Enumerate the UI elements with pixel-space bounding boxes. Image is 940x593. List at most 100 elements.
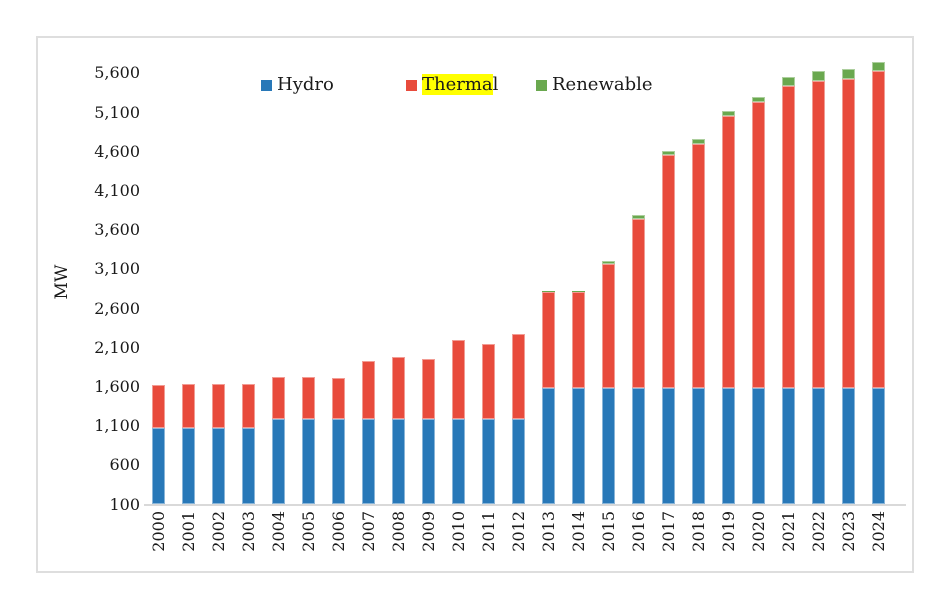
y-tick-label: 600	[109, 455, 140, 475]
bar-segment-hydro-2022	[812, 387, 825, 504]
x-tick-label-2007: 2007	[358, 511, 378, 552]
bar-segment-hydro-2007	[362, 419, 375, 504]
legend-item-renewable: Renewable	[536, 74, 653, 96]
y-tick-label: 5,600	[94, 63, 140, 83]
bar-segment-thermal-2013	[542, 291, 555, 388]
x-tick-label-2018: 2018	[688, 511, 708, 552]
bar-segment-renewable-2015	[602, 260, 615, 265]
bar-segment-hydro-2013	[542, 387, 555, 504]
x-tick-label-2010: 2010	[448, 511, 468, 552]
bar-segment-renewable-2020	[752, 97, 765, 103]
y-tick-label: 4,100	[94, 180, 140, 200]
bar-segment-thermal-2008	[392, 357, 405, 420]
bar-segment-hydro-2005	[302, 419, 315, 504]
y-tick-label: 2,100	[94, 337, 140, 357]
x-tick-label-2011: 2011	[478, 511, 498, 552]
bar-segment-thermal-2001	[182, 384, 195, 428]
x-tick-label-2014: 2014	[568, 511, 588, 552]
legend-label-thermal: Thermal	[422, 74, 499, 95]
legend-label-hydro: Hydro	[277, 74, 334, 95]
bar-segment-thermal-2023	[842, 79, 855, 388]
legend-swatch-renewable-icon	[536, 79, 547, 91]
bar-segment-hydro-2004	[272, 419, 285, 504]
bar-segment-thermal-2011	[482, 343, 495, 420]
y-tick-label: 1,600	[94, 376, 140, 396]
bar-segment-hydro-2001	[182, 427, 195, 504]
bar-segment-hydro-2010	[452, 419, 465, 504]
bar-segment-hydro-2000	[152, 427, 165, 504]
bar-segment-hydro-2017	[662, 387, 675, 504]
bar-segment-thermal-2021	[782, 86, 795, 388]
x-tick-label-2006: 2006	[328, 511, 348, 552]
bar-segment-thermal-2018	[692, 144, 705, 388]
legend-label-highlight: Therma	[422, 74, 493, 95]
chart-frame: MW 100 600 1,100 1,600 2,100 2,600 3,100 3,600 4…	[36, 36, 914, 573]
x-tick-label-2021: 2021	[778, 511, 798, 552]
bar-segment-renewable-2017	[662, 151, 675, 156]
bar-segment-thermal-2006	[332, 378, 345, 420]
bar-segment-hydro-2021	[782, 387, 795, 504]
bar-segment-thermal-2000	[152, 384, 165, 428]
bar-segment-thermal-2012	[512, 334, 525, 420]
x-tick-label-2012: 2012	[508, 511, 528, 552]
legend-swatch-hydro-icon	[261, 79, 272, 91]
x-axis-line	[144, 504, 906, 506]
bar-segment-hydro-2019	[722, 387, 735, 504]
bar-segment-thermal-2016	[632, 219, 645, 388]
bar-segment-thermal-2010	[452, 340, 465, 420]
bar-segment-hydro-2020	[752, 387, 765, 504]
bar-segment-thermal-2024	[872, 71, 885, 388]
bar-segment-thermal-2019	[722, 115, 735, 388]
x-tick-label-2015: 2015	[598, 511, 618, 552]
bar-segment-renewable-2023	[842, 68, 855, 80]
x-tick-label-2003: 2003	[238, 511, 258, 552]
legend-swatch-thermal-icon	[406, 79, 417, 91]
x-tick-label-2024: 2024	[868, 511, 888, 552]
bar-segment-renewable-2016	[632, 215, 645, 219]
bar-segment-renewable-2024	[872, 61, 885, 72]
y-tick-label: 1,100	[94, 416, 140, 436]
bar-segment-thermal-2022	[812, 81, 825, 388]
x-tick-label-2017: 2017	[658, 511, 678, 552]
bar-segment-renewable-2014	[572, 291, 585, 292]
bar-segment-hydro-2015	[602, 387, 615, 504]
y-tick-label: 3,100	[94, 259, 140, 279]
bar-segment-thermal-2009	[422, 359, 435, 420]
x-tick-label-2013: 2013	[538, 511, 558, 552]
x-tick-label-2016: 2016	[628, 511, 648, 552]
bar-segment-hydro-2023	[842, 387, 855, 504]
legend-item-thermal: Thermal	[406, 74, 498, 96]
bar-segment-hydro-2014	[572, 387, 585, 504]
bar-segment-thermal-2014	[572, 291, 585, 388]
x-tick-label-2022: 2022	[808, 511, 828, 552]
x-tick-label-2000: 2000	[148, 511, 168, 552]
bar-segment-thermal-2007	[362, 361, 375, 420]
bar-segment-thermal-2005	[302, 377, 315, 420]
bar-segment-renewable-2021	[782, 77, 795, 87]
bar-segment-hydro-2012	[512, 419, 525, 504]
x-tick-label-2023: 2023	[838, 511, 858, 552]
bar-segment-renewable-2022	[812, 70, 825, 82]
legend-item-hydro: Hydro	[261, 74, 334, 96]
y-tick-label: 100	[109, 494, 140, 514]
bar-segment-renewable-2019	[722, 110, 735, 116]
legend-label-renewable: Renewable	[552, 74, 653, 95]
bar-segment-hydro-2016	[632, 387, 645, 504]
bar-segment-renewable-2018	[692, 139, 705, 145]
y-tick-label: 4,600	[94, 141, 140, 161]
y-tick-label: 2,600	[94, 298, 140, 318]
bar-segment-hydro-2018	[692, 387, 705, 504]
bar-segment-renewable-2013	[542, 291, 555, 292]
x-tick-label-2004: 2004	[268, 511, 288, 552]
x-tick-label-2008: 2008	[388, 511, 408, 552]
x-tick-label-2002: 2002	[208, 511, 228, 552]
bar-segment-thermal-2020	[752, 102, 765, 388]
bar-segment-thermal-2003	[242, 384, 255, 428]
bar-segment-hydro-2009	[422, 419, 435, 504]
bar-segment-hydro-2002	[212, 427, 225, 504]
y-tick-label: 3,600	[94, 220, 140, 240]
bar-segment-hydro-2024	[872, 387, 885, 504]
x-tick-label-2001: 2001	[178, 511, 198, 552]
bar-segment-thermal-2002	[212, 383, 225, 428]
